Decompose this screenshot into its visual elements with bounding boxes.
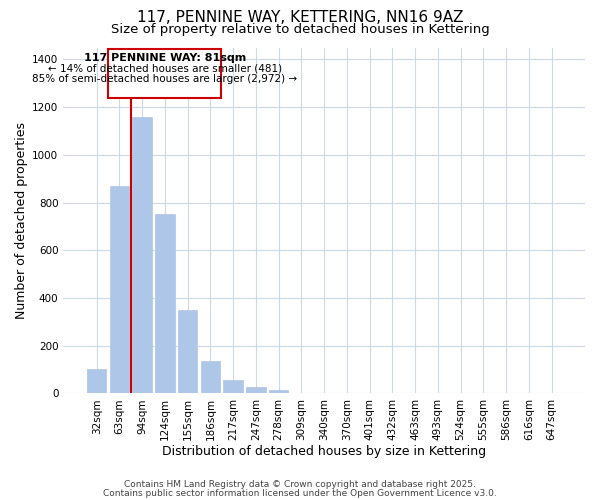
Text: Size of property relative to detached houses in Kettering: Size of property relative to detached ho… [110, 22, 490, 36]
FancyBboxPatch shape [109, 48, 221, 98]
Text: Contains public sector information licensed under the Open Government Licence v3: Contains public sector information licen… [103, 489, 497, 498]
Bar [155, 214, 175, 394]
Bar [201, 361, 220, 394]
Text: 117 PENNINE WAY: 81sqm: 117 PENNINE WAY: 81sqm [84, 53, 246, 63]
Bar [133, 116, 152, 394]
Bar [178, 310, 197, 394]
Text: 117, PENNINE WAY, KETTERING, NN16 9AZ: 117, PENNINE WAY, KETTERING, NN16 9AZ [137, 10, 463, 25]
X-axis label: Distribution of detached houses by size in Kettering: Distribution of detached houses by size … [162, 444, 486, 458]
Text: Contains HM Land Registry data © Crown copyright and database right 2025.: Contains HM Land Registry data © Crown c… [124, 480, 476, 489]
Bar [110, 186, 129, 394]
Bar [269, 390, 289, 394]
Text: 85% of semi-detached houses are larger (2,972) →: 85% of semi-detached houses are larger (… [32, 74, 298, 84]
Bar [223, 380, 243, 394]
Bar [246, 386, 266, 394]
Bar [87, 370, 106, 394]
Y-axis label: Number of detached properties: Number of detached properties [15, 122, 28, 319]
Text: ← 14% of detached houses are smaller (481): ← 14% of detached houses are smaller (48… [48, 63, 282, 73]
